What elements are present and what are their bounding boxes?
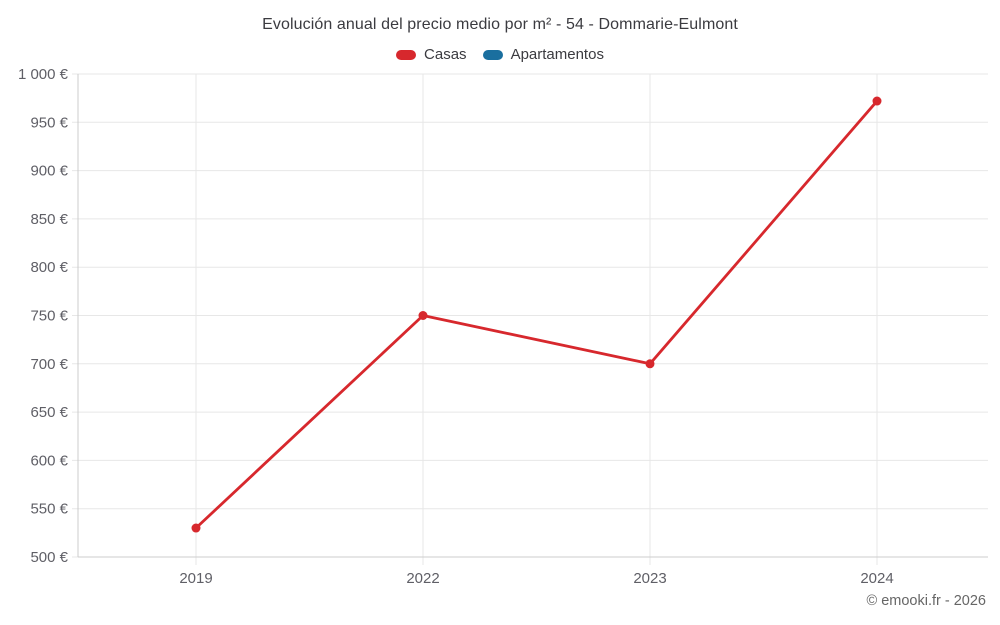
x-tick-label: 2024 [860, 570, 893, 587]
x-tick-label: 2023 [633, 570, 666, 587]
legend-label-apartamentos: Apartamentos [510, 46, 604, 63]
y-tick-label: 800 € [30, 259, 68, 276]
data-point-casas-2023[interactable] [645, 359, 655, 369]
x-tick-label: 2022 [406, 570, 439, 587]
copyright: © emooki.fr - 2026 [866, 593, 986, 609]
series-line-casas [194, 99, 879, 530]
data-point-casas-2022[interactable] [418, 311, 428, 320]
y-tick-label: 500 € [30, 549, 68, 566]
legend-label-casas: Casas [424, 46, 467, 63]
data-point-casas-2024[interactable] [872, 96, 882, 106]
y-tick-label: 950 € [30, 114, 68, 131]
y-tick-label: 1 000 € [18, 66, 69, 83]
legend-item-casas[interactable]: Casas [396, 46, 467, 63]
apartamentos-swatch-icon [482, 49, 503, 60]
chart-title: Evolución anual del precio medio por m² … [262, 16, 738, 33]
casas-swatch-icon [396, 49, 417, 60]
y-tick-label: 650 € [30, 404, 68, 421]
data-point-casas-2019[interactable] [191, 523, 201, 533]
y-tick-label: 900 € [30, 163, 68, 180]
y-tick-label: 850 € [30, 211, 68, 228]
y-tick-label: 550 € [30, 501, 68, 518]
legend-item-apartamentos[interactable]: Apartamentos [482, 46, 604, 63]
x-tick-label: 2019 [179, 570, 212, 587]
legend: Casas Apartamentos [0, 46, 1000, 63]
y-tick-label: 750 € [30, 308, 68, 325]
y-tick-label: 700 € [30, 356, 68, 373]
y-tick-label: 600 € [30, 452, 68, 469]
